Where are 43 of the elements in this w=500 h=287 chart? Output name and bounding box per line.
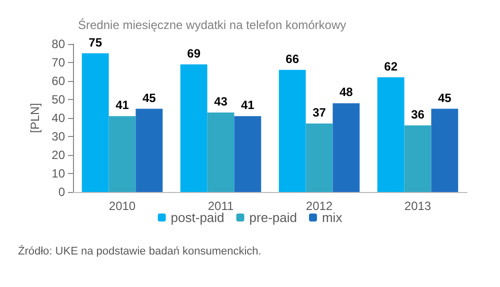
data-label: 75 — [88, 35, 102, 50]
x-tick-label: 2010 — [108, 199, 136, 213]
bar — [278, 70, 306, 192]
y-tick-label: 40 — [52, 111, 66, 125]
data-label: 45 — [142, 90, 156, 105]
y-tick-label: 30 — [52, 130, 66, 144]
x-tick-label: 2013 — [404, 199, 432, 213]
bar — [108, 116, 136, 192]
legend-label: pre-paid — [249, 210, 297, 225]
y-tick-label: 70 — [52, 56, 66, 70]
bar — [180, 64, 208, 192]
y-tick-label: 20 — [52, 148, 66, 162]
bar — [404, 125, 432, 192]
bar — [234, 116, 262, 192]
legend-label: mix — [322, 210, 343, 225]
data-label: 43 — [214, 94, 228, 108]
bar — [332, 103, 360, 192]
chart-title: Średnie miesięczne wydatki na telefon komórkowy — [78, 18, 346, 32]
x-tick-label: 2012 — [306, 199, 333, 213]
y-axis-title: [PLN] — [28, 102, 42, 134]
y-tick-label: 10 — [52, 166, 66, 180]
data-label: 45 — [438, 90, 452, 105]
data-label: 41 — [116, 98, 130, 112]
bar — [377, 77, 404, 192]
bar — [431, 108, 458, 192]
data-label: 48 — [339, 85, 354, 100]
bar — [306, 124, 333, 192]
data-label: 37 — [312, 106, 326, 120]
data-label: 36 — [411, 107, 425, 122]
legend-label: post-paid — [170, 210, 224, 225]
y-tick-label: 50 — [52, 92, 66, 106]
y-tick-label: 80 — [52, 37, 66, 51]
x-tick-label: 2011 — [208, 199, 234, 213]
text: Źródło: UKE na podstawie badań konsumenckich. — [18, 244, 262, 258]
data-label: 69 — [187, 46, 201, 60]
data-label: 41 — [240, 98, 255, 112]
bar — [207, 112, 234, 192]
data-label: 62 — [384, 59, 398, 74]
bar — [82, 53, 109, 192]
bar — [136, 108, 163, 192]
data-label: 66 — [286, 52, 300, 66]
y-tick-label: 0 — [58, 185, 66, 199]
y-tick-label: 60 — [52, 74, 66, 88]
